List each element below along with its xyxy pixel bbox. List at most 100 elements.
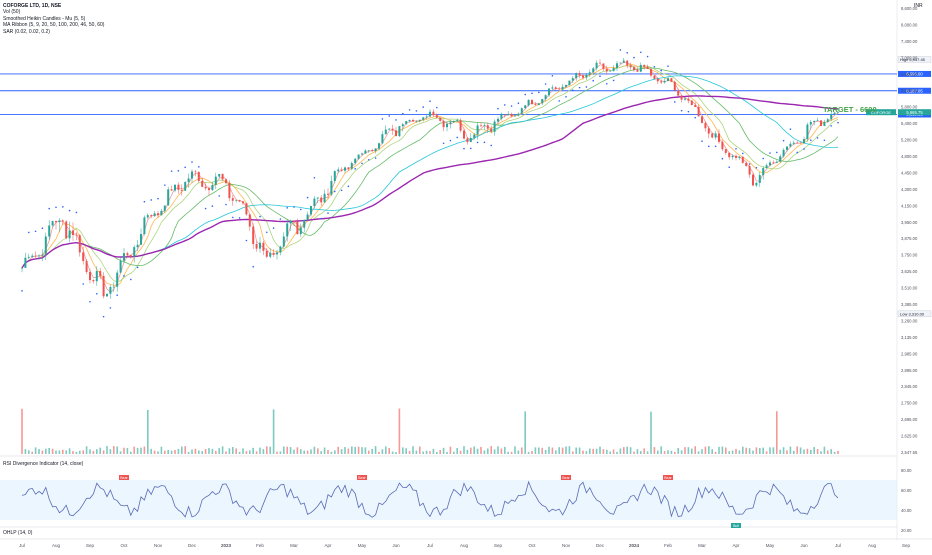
sar-dot: [572, 89, 574, 92]
volume-bar: [606, 449, 608, 454]
volume-bar: [201, 451, 203, 454]
volume-bar: [388, 448, 390, 454]
candle-body: [789, 143, 792, 147]
volume-bar: [374, 446, 377, 454]
candle-body: [269, 252, 272, 257]
price-tick-label: 3,625.00: [901, 269, 918, 274]
candle-body: [231, 198, 234, 201]
candle-body: [599, 62, 601, 64]
chart-legend[interactable]: COFORGE LTD, 1D, NSE Vol (50) Smoothed H…: [3, 3, 104, 35]
sar-dot: [422, 106, 425, 108]
symbol-tag-label: COFORGE: [871, 110, 892, 115]
volume-bar: [402, 447, 404, 454]
candle-body: [92, 280, 95, 282]
candle-body: [690, 100, 693, 106]
time-axis[interactable]: Jul Aug Sep Oct Nov Dec 2023 Feb Mar Apr May Jun Jul…: [19, 543, 910, 548]
indicator-ma-ribbon[interactable]: MA Ribbon (5, 9, 20, 50, 100, 200, 46, 5…: [3, 22, 105, 29]
candle-body: [480, 125, 482, 127]
symbol-title[interactable]: COFORGE LTD, 1D, NSE: [3, 3, 62, 9]
candle-body: [78, 235, 81, 253]
volume-bar: [28, 450, 30, 454]
sar-dot: [184, 166, 186, 169]
time-tick-label: Sep: [86, 543, 95, 548]
volume-bar: [575, 447, 577, 454]
sar-dot: [463, 147, 465, 150]
sar-dot: [75, 211, 78, 214]
volume-bar: [517, 450, 520, 454]
sar-dot: [334, 190, 336, 193]
candle-body: [286, 223, 289, 237]
candle-body: [473, 134, 476, 138]
candle-body: [425, 116, 428, 118]
candle-body: [602, 63, 605, 69]
price-axis[interactable]: 8,600.00 8,000.00 7,400.00 7,000.00 6,600.00…: [901, 6, 918, 455]
candle-body: [650, 68, 652, 76]
volume-bar: [803, 449, 805, 454]
volume-bar: [548, 446, 550, 454]
ohlp-legend[interactable]: OHLP (14, 0): [3, 530, 33, 536]
ma-line: [21, 75, 839, 269]
volume-bar: [232, 447, 234, 454]
candle-body: [735, 155, 737, 158]
candle-body: [340, 169, 343, 171]
price-tick-label: 2,985.00: [901, 351, 918, 356]
sar-dot: [483, 141, 486, 144]
volume-bar: [755, 447, 758, 454]
candle-body: [82, 252, 85, 262]
candle-body: [238, 200, 241, 202]
volume-bar: [582, 450, 584, 454]
volume-bar: [235, 448, 237, 454]
sar-dot: [130, 278, 132, 281]
volume-bar: [119, 451, 122, 454]
candle-body: [157, 213, 159, 216]
candle-body: [180, 189, 183, 191]
volume-bar: [41, 450, 44, 454]
volume-bar: [674, 451, 676, 454]
price-tick-label: 4,800.00: [901, 154, 918, 159]
sar-dot: [816, 137, 819, 139]
indicator-sar[interactable]: SAR (0.02, 0.02, 0.2): [3, 28, 50, 35]
candle-body: [347, 167, 350, 169]
bear-tag: [561, 475, 571, 480]
candle-body: [653, 75, 656, 79]
candle-body: [408, 120, 411, 122]
candle-body: [520, 108, 523, 114]
candle-body: [31, 255, 34, 257]
candle-body: [242, 201, 244, 204]
rsi-legend[interactable]: RSI Divergence Indicator (14, close): [3, 461, 84, 467]
volume-bar: [347, 448, 350, 454]
candle-body: [143, 217, 146, 235]
volume-bar: [157, 451, 159, 454]
volume-bar: [85, 446, 88, 454]
candle-body: [452, 120, 455, 123]
sar-dot: [510, 105, 513, 107]
candle-body: [252, 226, 255, 245]
sar-dot: [204, 207, 207, 210]
volume-bar: [82, 450, 84, 454]
sar-dot: [755, 166, 758, 169]
volume-bar: [711, 449, 713, 454]
sar-dot: [735, 148, 737, 150]
volume-bar: [357, 446, 360, 454]
indicator-heikin[interactable]: Smoothed Heikin Candles - Mu (5, 5): [3, 15, 86, 22]
sar-dot: [504, 104, 506, 106]
volume-bar: [293, 449, 295, 454]
sar-dot: [313, 176, 316, 179]
volume-bar: [483, 450, 486, 454]
rsi-line: [21, 480, 839, 518]
ma-ribbon: [21, 61, 839, 293]
sar-dot: [497, 107, 499, 110]
indicator-volume[interactable]: Vol (50): [3, 9, 21, 16]
volume-bar: [136, 447, 139, 454]
candle-body: [126, 253, 129, 256]
divergence-tag-label: Bear: [120, 476, 128, 480]
candle-body: [153, 213, 156, 217]
candle-body: [48, 225, 51, 237]
candle-body: [629, 65, 632, 68]
volume-bar: [272, 409, 275, 454]
candle-body: [221, 173, 224, 180]
candle-body: [745, 162, 748, 167]
candle-body: [112, 286, 115, 288]
volume-bar: [371, 448, 373, 454]
